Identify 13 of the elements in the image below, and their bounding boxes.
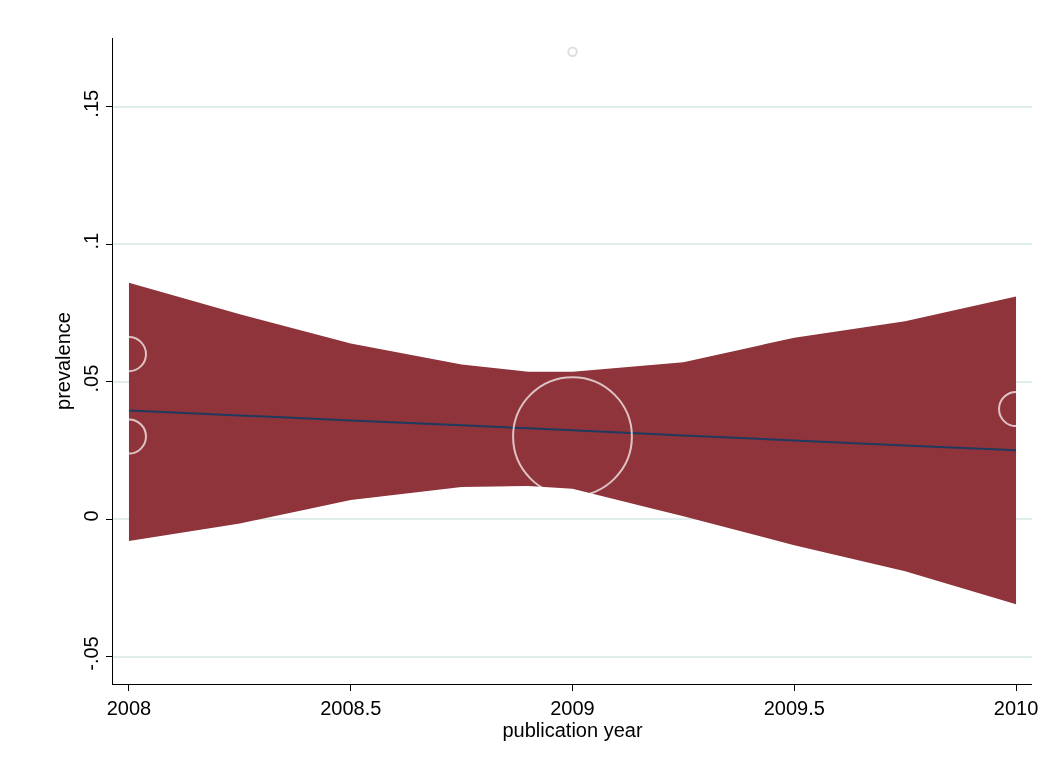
x-axis-title: publication year <box>502 719 643 741</box>
x-tick-label: 2010 <box>993 697 1039 719</box>
y-tick-label: .15 <box>80 89 102 118</box>
line-series <box>127 409 1018 452</box>
y-tick-label: .05 <box>80 364 102 393</box>
x-tick-label: 2008.5 <box>320 697 382 719</box>
y-tick-label: -.05 <box>80 636 102 671</box>
y-tick-label: 0 <box>80 510 102 522</box>
x-tick-label: 2009 <box>550 697 595 719</box>
y-tick-label: .1 <box>80 232 102 250</box>
x-tick-label: 2009.5 <box>763 697 825 719</box>
y-axis-title: prevalence <box>51 312 74 410</box>
x-tick-label: 2008 <box>106 697 152 719</box>
